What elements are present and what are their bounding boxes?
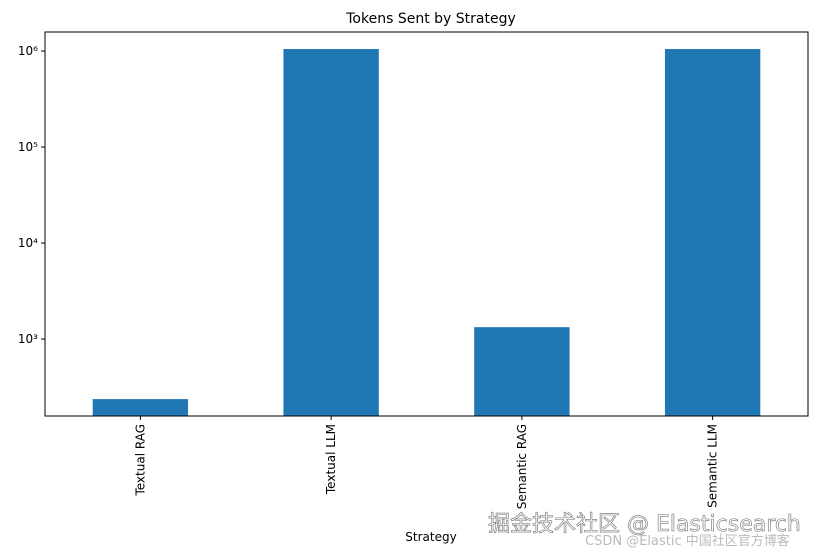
x-tick-label: Semantic RAG (515, 424, 529, 509)
bar (283, 49, 379, 417)
y-tick-label: 10⁵ (18, 140, 38, 154)
y-tick-label: 10⁴ (18, 236, 38, 250)
plot-frame (44, 31, 809, 417)
x-tick-label: Textual RAG (133, 424, 147, 497)
bar (92, 399, 189, 416)
y-tick-label: 10³ (18, 332, 38, 346)
x-axis-label: Strategy (405, 530, 456, 544)
x-tick-label: Textual LLM (324, 424, 338, 495)
bar (474, 327, 570, 416)
bar (664, 49, 761, 417)
chart-title: Tokens Sent by Strategy (345, 11, 516, 27)
watermark: 掘金技术社区 @ Elasticsearch (488, 512, 801, 537)
y-tick-label: 10⁶ (18, 44, 38, 58)
watermark-sub: CSDN @Elastic 中国社区官方博客 (585, 533, 790, 549)
x-tick-label: Semantic LLM (706, 424, 720, 508)
